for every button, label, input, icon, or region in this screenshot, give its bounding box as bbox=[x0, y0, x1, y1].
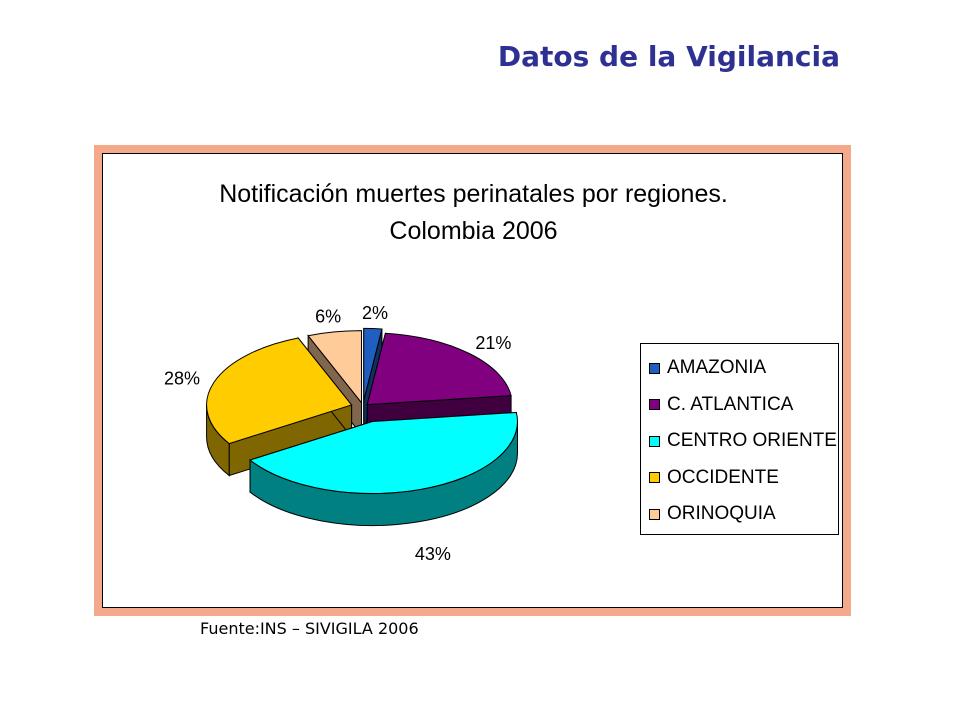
legend-label-centro-oriente: CENTRO ORIENTE bbox=[667, 430, 837, 451]
legend-label-orinoquia: ORINOQUIA bbox=[667, 503, 776, 524]
pie-slice-orinoquia bbox=[307, 330, 363, 405]
source-note: Fuente:INS – SIVIGILA 2006 bbox=[200, 619, 419, 638]
legend-label-c-atlantica: C. ATLANTICA bbox=[667, 393, 794, 415]
chart-legend: AMAZONIA C. ATLANTICA CENTRO ORIENTE OCCIDE… bbox=[640, 343, 839, 535]
pie-tops bbox=[206, 327, 518, 494]
pie-slice-occidente bbox=[206, 337, 353, 445]
legend-swatch-c-atlantica bbox=[649, 399, 660, 410]
chart-frame: Notificación muertes perinatales por reg… bbox=[94, 145, 851, 616]
legend-item-orinoquia: ORINOQUIA bbox=[649, 500, 776, 528]
chart-title: Notificación muertes perinatales por reg… bbox=[219, 180, 728, 208]
legend-item-c-atlantica: C. ATLANTICA bbox=[649, 391, 793, 419]
pie-slice-c-atlantica bbox=[366, 332, 512, 406]
data-label-amazonia: 2% bbox=[362, 303, 388, 323]
pie-chart: 2% 21% 43% 28% 6% bbox=[164, 303, 518, 564]
legend-swatch-orinoquia bbox=[649, 508, 660, 520]
pie-slice-centro-oriente bbox=[248, 411, 518, 494]
legend-label-occidente: OCCIDENTE bbox=[667, 466, 779, 488]
legend-swatch-amazonia bbox=[649, 362, 660, 374]
legend-item-occidente: OCCIDENTE bbox=[649, 464, 779, 492]
chart-area: Notificación muertes perinatales por reg… bbox=[102, 153, 843, 608]
legend-item-amazonia: AMAZONIA bbox=[649, 354, 766, 382]
legend-swatch-centro-oriente bbox=[649, 435, 660, 447]
slide-title: Datos de la Vigilancia bbox=[497, 40, 840, 73]
pie-slice-amazonia bbox=[363, 327, 383, 401]
legend-item-centro-oriente: CENTRO ORIENTE bbox=[649, 427, 837, 455]
chart-subtitle: Colombia 2006 bbox=[389, 217, 558, 245]
data-label-centro-oriente: 43% bbox=[415, 544, 451, 564]
data-label-occidente: 28% bbox=[164, 369, 200, 389]
data-label-c-atlantica: 21% bbox=[475, 333, 511, 353]
legend-label-amazonia: AMAZONIA bbox=[667, 357, 767, 378]
data-label-orinoquia: 6% bbox=[315, 307, 341, 327]
legend-swatch-occidente bbox=[649, 472, 660, 483]
